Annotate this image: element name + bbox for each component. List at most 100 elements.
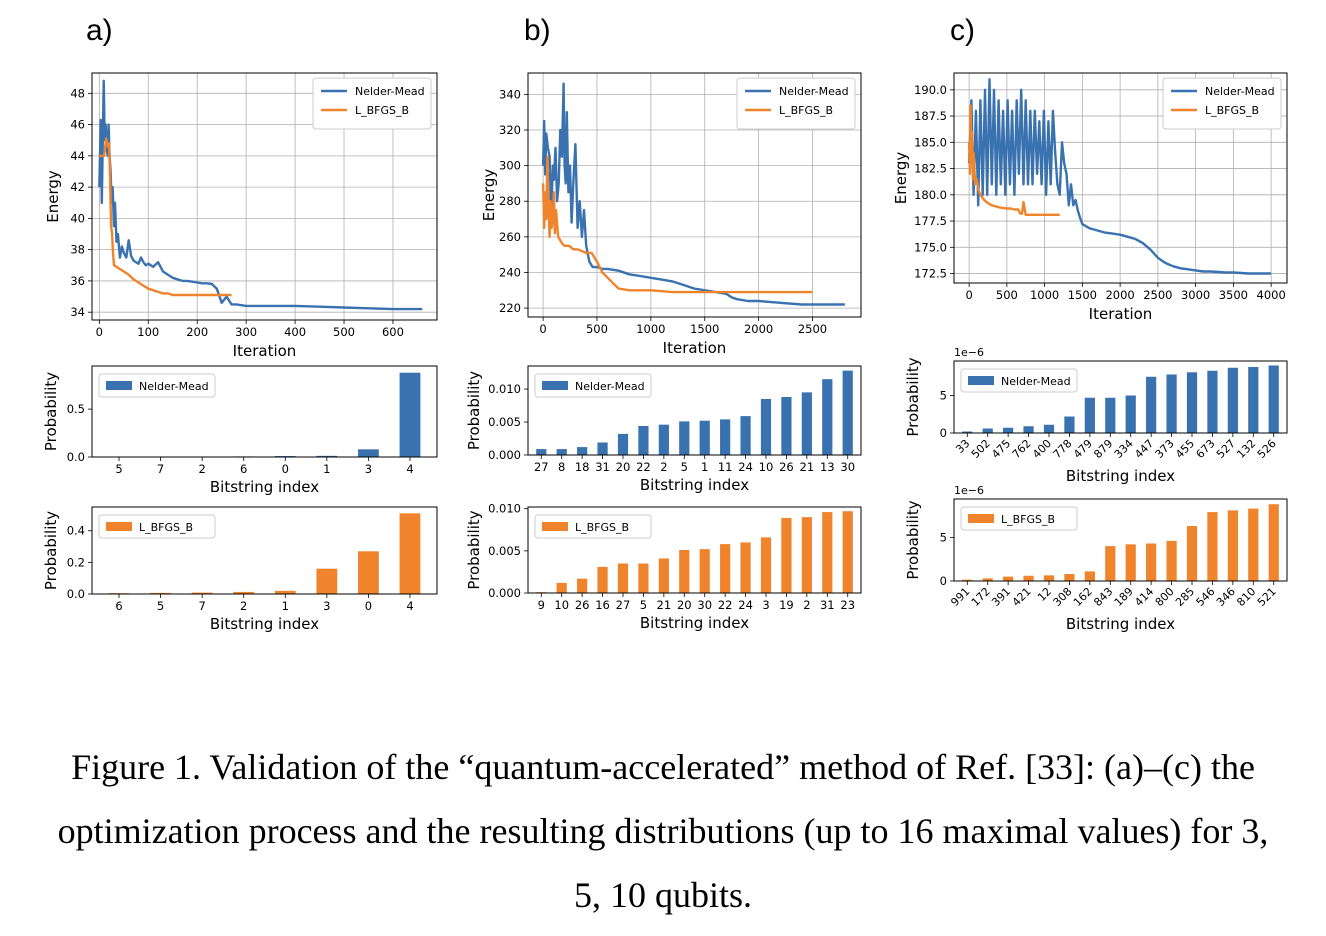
y-axis-title: Probability [465,371,483,450]
bar [801,392,812,455]
y-axis-title: Probability [904,357,922,436]
y-tick-label: 0 [940,426,947,440]
legend-box [98,373,216,398]
x-tick-label: 22 [718,598,733,612]
x-tick-label: 11 [718,460,733,474]
bar [1043,575,1055,581]
x-tick-label: 600 [382,325,404,339]
x-tick-label: 27 [534,460,549,474]
x-tick-label: 673 [1194,437,1218,461]
legend-label: L_BFGS_B [575,521,629,534]
bar [638,425,649,455]
bar [1064,574,1075,581]
bar [982,578,993,581]
y-tick-label: 5 [940,389,947,403]
x-axis-title: Iteration [1089,305,1153,323]
y-tick-label: 0.005 [488,415,521,429]
x-tick-label: 500 [333,325,355,339]
bar [1248,367,1259,433]
bar [801,517,812,593]
y-tick-label: 185.0 [914,135,947,149]
x-tick-label: 0 [539,322,546,336]
legend-box [534,373,652,398]
x-tick-label: 1500 [1068,288,1097,302]
series-line-nelder-mead [967,78,1272,275]
x-tick-label: 414 [1132,585,1156,609]
bar [982,428,993,433]
panel-b-letter: b) [524,14,551,47]
x-tick-label: 526 [1255,437,1279,461]
bar [1084,397,1095,433]
legend-box [98,514,216,539]
x-tick-label: 475 [989,437,1013,461]
bar [358,449,379,457]
x-tick-label: 455 [1173,437,1197,461]
y-tick-label: 240 [499,265,521,279]
bar [699,420,710,455]
legend-label: L_BFGS_B [779,104,833,117]
legend-label: Nelder-Mead [779,85,849,98]
series-line-nelder-mead [98,79,423,311]
bar [577,578,588,593]
x-tick-label: 2000 [1105,288,1134,302]
bar [1186,372,1198,433]
x-tick-label: 5 [157,599,164,613]
y-tick-label: 0.010 [488,502,521,516]
x-tick-label: 1 [282,599,289,613]
x-tick-label: 132 [1234,437,1258,461]
y-axis-title: Probability [904,500,922,579]
legend-label: Nelder-Mead [1001,375,1071,388]
x-tick-label: 21 [657,598,672,612]
x-tick-label: 500 [586,322,608,336]
bar [316,568,338,594]
x-tick-label: 0 [96,325,103,339]
x-tick-label: 400 [284,325,306,339]
x-tick-label: 3000 [1181,288,1210,302]
y-tick-label: 260 [499,230,521,244]
x-tick-label: 31 [595,460,610,474]
bar [1023,575,1034,581]
y-tick-label: 48 [70,86,85,100]
y-tick-label: 38 [70,243,85,257]
bar [191,592,213,594]
x-tick-label: 400 [1030,437,1054,461]
bar [1207,512,1218,581]
x-tick-label: 479 [1071,437,1095,461]
y-tick-label: 40 [70,211,85,225]
x-tick-label: 20 [616,460,631,474]
bar [617,433,629,455]
y-tick-label: 177.5 [914,214,947,228]
y-tick-label: 340 [499,87,521,101]
bar [1105,397,1116,433]
y-tick-label: 46 [70,118,85,132]
x-tick-label: 3 [365,462,372,476]
x-tick-label: 2 [240,599,247,613]
bar [962,431,973,433]
x-tick-label: 21 [800,460,815,474]
bar [1146,543,1157,581]
x-tick-label: 0 [965,288,972,302]
bar [556,582,567,593]
y-tick-label: 0.000 [488,586,521,600]
x-tick-label: 0 [282,462,289,476]
bar [679,421,690,455]
plot-frame [953,72,1288,284]
bar [536,449,547,455]
series-line-l-bfgs-b [541,155,813,294]
x-tick-label: 3 [762,598,769,612]
bar [233,591,255,594]
x-tick-label: 879 [1091,437,1115,461]
x-tick-label: 30 [840,460,855,474]
y-tick-label: 180.0 [914,188,947,202]
y-tick-label: 36 [70,274,85,288]
legend-box [534,514,652,539]
bar [658,424,669,455]
x-tick-label: 2 [660,460,667,474]
x-axis-title: Bitstring index [640,614,749,632]
bar [658,558,669,593]
x-tick-label: 5 [681,460,688,474]
legend-swatch [968,376,994,385]
x-tick-label: 1500 [690,322,719,336]
bar [1207,370,1218,433]
bar [1166,540,1177,581]
